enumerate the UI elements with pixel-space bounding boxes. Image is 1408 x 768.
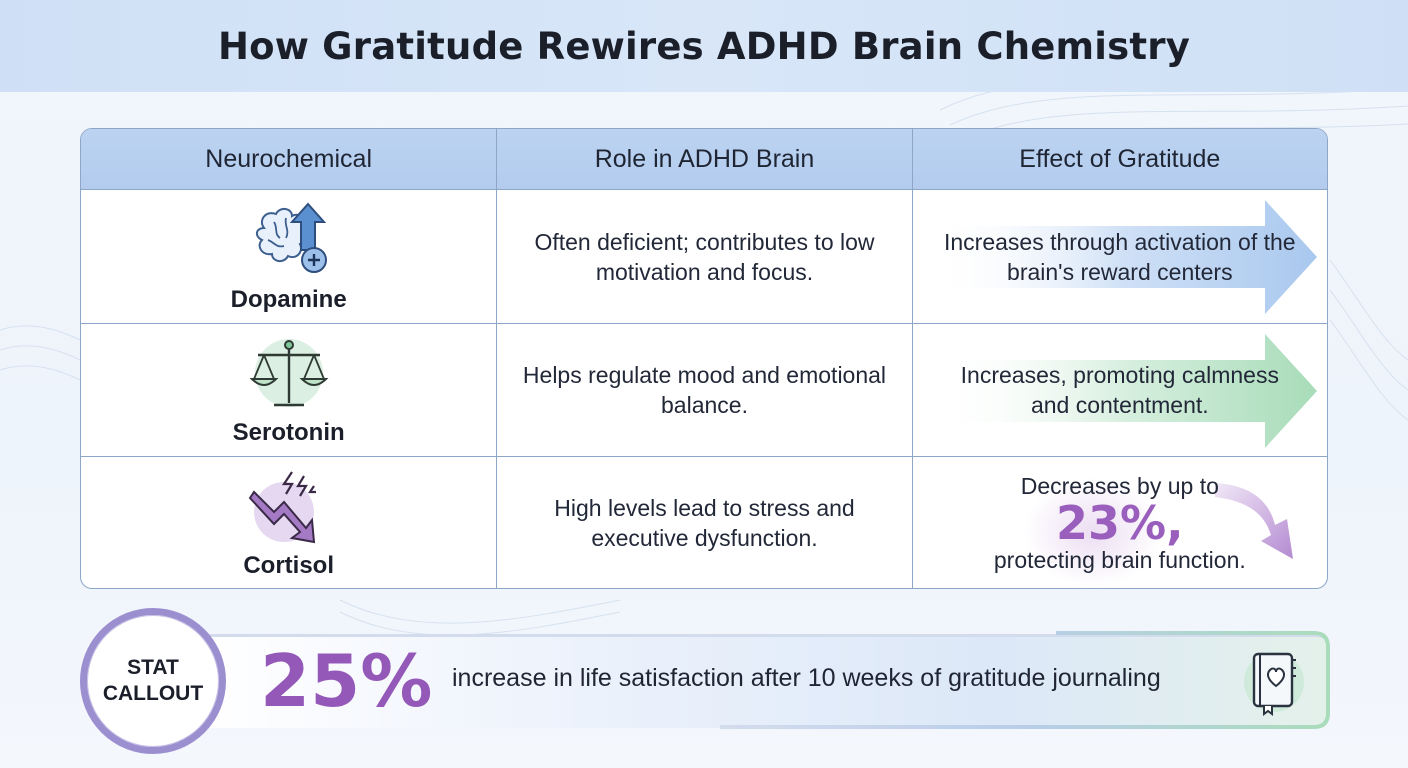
table-row-dopamine: Dopamine Often deficient; contributes to… [81, 190, 1327, 323]
brain-with-up-arrow-icon [255, 201, 327, 273]
role-cell: High levels lead to stress and executive… [496, 457, 911, 588]
effect-text: Increases through activation of the brai… [944, 228, 1296, 285]
stat-badge: STAT CALLOUT [80, 608, 226, 754]
effect-text: Increases, promoting calmness and conten… [960, 362, 1279, 418]
role-text: Often deficient; contributes to low moti… [534, 228, 875, 285]
cortisol-cell: Cortisol [81, 457, 496, 588]
neurochemical-table: Neurochemical Role in ADHD Brain Effect … [80, 128, 1328, 589]
table-row-serotonin: Serotonin Helps regulate mood and emotio… [81, 323, 1327, 456]
stat-description: increase in life satisfaction after 10 w… [452, 664, 1161, 692]
effect-cell: Decreases by up to 23%, protecting brain… [911, 457, 1327, 588]
effect-cell: Increases, promoting calmness and conten… [911, 324, 1327, 456]
role-text: Helps regulate mood and emotional balanc… [522, 362, 887, 418]
header-role: Role in ADHD Brain [496, 129, 911, 189]
highlight-glow [1022, 477, 1163, 587]
page-title: How Gratitude Rewires ADHD Brain Chemist… [217, 24, 1191, 68]
arrow-down-right-icon [1214, 483, 1293, 559]
badge-line-1: STAT [127, 656, 179, 679]
stat-value: 25% [260, 639, 433, 723]
journal-heart-icon [1244, 652, 1304, 716]
table-row-cortisol: Cortisol High levels lead to stress and … [81, 456, 1327, 588]
arrow-right-icon [930, 334, 1317, 448]
header-effect: Effect of Gratitude [911, 129, 1327, 189]
chemical-name: Cortisol [243, 552, 334, 579]
chemical-name: Serotonin [232, 419, 345, 446]
chemical-name: Dopamine [230, 285, 347, 313]
effect-cell: Increases through activation of the brai… [911, 190, 1327, 323]
effect-text-post: protecting brain function. [993, 547, 1246, 573]
title-bar: How Gratitude Rewires ADHD Brain Chemist… [0, 0, 1408, 92]
stat-callout: STAT CALLOUT 25% increase in life satisf… [80, 606, 1330, 754]
effect-text-pre: Decreases by up to [1020, 473, 1219, 499]
lightning-down-arrow-icon [248, 471, 316, 544]
role-cell: Helps regulate mood and emotional balanc… [496, 324, 911, 456]
balance-scale-icon [249, 339, 329, 407]
serotonin-cell: Serotonin [81, 324, 496, 456]
table-header-row: Neurochemical Role in ADHD Brain Effect … [81, 129, 1327, 190]
badge-line-2: CALLOUT [102, 682, 204, 705]
role-cell: Often deficient; contributes to low moti… [496, 190, 911, 323]
arrow-right-icon [930, 200, 1317, 314]
effect-value: 23%, [1056, 496, 1184, 550]
header-neurochemical: Neurochemical [205, 144, 373, 173]
dopamine-cell: Dopamine [81, 190, 496, 323]
role-text: High levels lead to stress and executive… [554, 495, 855, 551]
